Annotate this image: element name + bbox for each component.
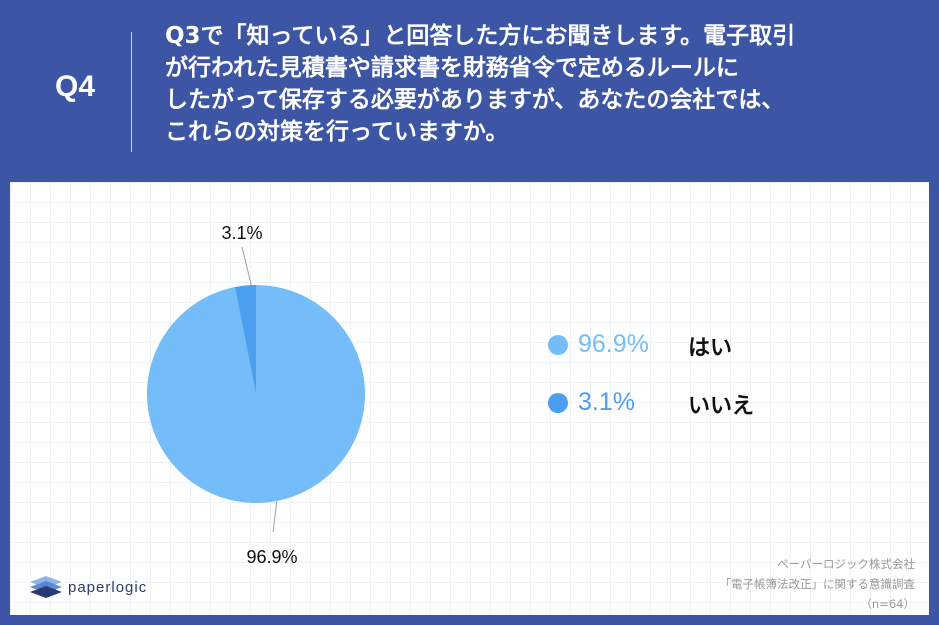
question-line: したがって保存する必要がありますが、あなたの会社では、 — [165, 87, 785, 113]
paperlogic-logo: paperlogic — [28, 574, 188, 604]
question-line: Q3で「知っている」と回答した方にお聞きします。電子取引 — [165, 23, 796, 49]
legend-dot-no — [548, 393, 568, 413]
chart-panel: 96.9% 3.1% 96.9% はい 3.1% いいえ paperlogic ペ… — [10, 182, 929, 615]
pie-slice-no — [234, 285, 256, 394]
legend-label-yes: はい — [688, 336, 733, 361]
question-line: これらの対策を行っていますか。 — [165, 119, 509, 145]
source-company: ペーパーロジック株式会社 — [777, 557, 915, 571]
slice-label-no: 3.1% — [221, 223, 262, 243]
question-line: が行われた見積書や請求書を財務省令で定めるルールに — [165, 55, 739, 81]
slice-leader-line-no — [241, 246, 252, 286]
question-number: Q4 — [54, 70, 96, 103]
source-sample-size: （n=64） — [860, 597, 915, 611]
source-survey: 「電子帳簿法改正」に関する意識調査 — [719, 577, 916, 591]
logo-stack-icon — [30, 576, 62, 598]
header-divider — [131, 32, 132, 152]
legend-label-no: いいえ — [688, 394, 755, 419]
question-text: Q3で「知っている」と回答した方にお聞きします。電子取引 が行われた見積書や請求… — [165, 20, 925, 148]
slice-leader-line-yes — [272, 500, 278, 533]
question-header: Q4 Q3で「知っている」と回答した方にお聞きします。電子取引 が行われた見積書… — [0, 0, 939, 182]
pie-slice-yes — [146, 285, 365, 504]
legend-percent-no: 3.1% — [578, 388, 635, 416]
source-note: ペーパーロジック株式会社 「電子帳簿法改正」に関する意識調査 （n=64） — [720, 554, 916, 614]
legend-dot-yes — [548, 335, 568, 355]
slice-label-yes: 96.9% — [246, 547, 297, 567]
pie-chart: 96.9% 3.1% — [146, 223, 365, 567]
legend-percent-yes: 96.9% — [578, 330, 649, 358]
logo-text: paperlogic — [68, 579, 148, 596]
